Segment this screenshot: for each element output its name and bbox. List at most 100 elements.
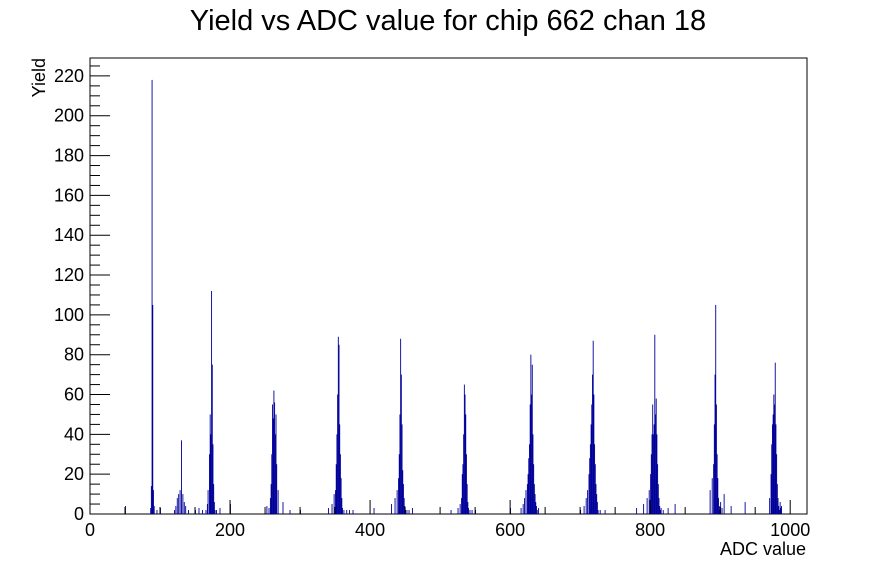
histogram-bar [463, 434, 465, 514]
histogram-bar [650, 454, 652, 514]
histogram-bar [535, 502, 537, 514]
histogram-bar [591, 404, 593, 514]
histogram-bar [652, 434, 654, 514]
histogram-bar [646, 498, 648, 514]
histogram-bar [667, 508, 669, 514]
histogram-bar [531, 364, 533, 514]
x-tick-label: 400 [355, 520, 385, 540]
histogram-bar [744, 502, 746, 514]
histogram-bar [594, 444, 596, 514]
histogram-bar [400, 374, 402, 514]
x-axis-label: ADC value [720, 539, 806, 559]
histogram-bar [339, 454, 341, 514]
histogram-bar [533, 484, 535, 514]
histogram-bar [718, 498, 719, 514]
histogram-bar [210, 434, 212, 514]
x-tick-label: 600 [495, 520, 525, 540]
histogram-bar [337, 336, 339, 514]
histogram-bar [328, 508, 329, 514]
histogram-bar [604, 510, 606, 514]
histogram-bar [402, 470, 404, 514]
histogram-bar [583, 506, 585, 514]
histogram-bar [773, 394, 775, 514]
histogram-bar [152, 304, 154, 514]
histogram-bar [648, 490, 650, 514]
histogram-bar [779, 502, 781, 514]
histogram-bar [336, 434, 338, 514]
y-axis-label: Yield [29, 58, 49, 97]
histogram-bar [718, 506, 720, 514]
histogram-bar [394, 498, 396, 514]
histogram-bar [471, 510, 473, 514]
histogram-bar [185, 506, 187, 514]
histogram-bar [272, 404, 273, 514]
histogram-bar [209, 454, 210, 514]
histogram-bar [713, 424, 715, 514]
histogram-bar [536, 510, 538, 514]
histogram-bar [776, 454, 778, 514]
histogram-bar [657, 484, 659, 514]
histogram-bar [401, 424, 403, 514]
histogram-bar [219, 508, 221, 514]
histogram-bar [643, 504, 645, 514]
histogram-bar [654, 334, 656, 514]
histogram-bar [771, 424, 773, 514]
histogram-bar [337, 394, 339, 514]
histogram-bar [457, 508, 459, 514]
histogram-bar [655, 414, 656, 514]
histogram-bar [588, 474, 590, 514]
histogram-bar [266, 506, 268, 514]
histogram-bar [346, 510, 348, 514]
histogram-bar [349, 510, 350, 514]
histogram-bar [274, 402, 276, 514]
y-axis-ticks: 0 20 40 60 80 100 120 140 160 180 200 220 [54, 65, 110, 524]
histogram-bar [341, 498, 343, 514]
histogram-bar [396, 490, 398, 514]
histogram-bar [213, 502, 215, 514]
histogram-bar [398, 478, 399, 514]
histogram-bar [589, 458, 591, 514]
histogram-bar [593, 394, 595, 514]
histogram-bar [713, 464, 715, 514]
histogram-bar [717, 478, 719, 514]
histogram-bar [653, 424, 655, 514]
y-tick-label: 120 [54, 265, 84, 285]
histogram-bar [206, 504, 208, 514]
histogram-bar [594, 464, 596, 514]
histogram-bar [778, 510, 780, 514]
histogram-bar [466, 454, 467, 514]
histogram-bars [125, 79, 782, 515]
histogram-bar [216, 510, 217, 514]
histogram-bar [659, 506, 661, 514]
histogram-bar [207, 490, 209, 514]
histogram-bar [461, 474, 463, 514]
histogram-bar [723, 494, 725, 514]
y-tick-label: 160 [54, 185, 84, 205]
histogram-bar [331, 504, 333, 514]
y-tick-label: 60 [64, 385, 84, 405]
histogram-bar [181, 440, 182, 514]
histogram-bar [176, 498, 178, 514]
histogram-bar [352, 510, 354, 514]
histogram-bar [659, 510, 661, 514]
histogram-bar [534, 494, 536, 514]
histogram-bar [408, 510, 410, 514]
histogram-bar [459, 504, 461, 514]
histogram-bar [529, 404, 531, 514]
histogram-bar [213, 484, 215, 514]
histogram-bar [656, 434, 658, 514]
histogram-bar [209, 414, 211, 514]
histogram-bar [406, 510, 408, 514]
histogram-bar [282, 502, 284, 514]
histogram-bar [211, 290, 213, 514]
histogram-bar [520, 508, 522, 514]
histogram-bar [715, 304, 717, 514]
histogram-bar [205, 510, 207, 514]
x-tick-label: 1000 [770, 520, 810, 540]
histogram-bar [774, 404, 775, 514]
histogram-bar [342, 508, 343, 514]
y-tick-label: 80 [64, 345, 84, 365]
histogram-bar [275, 414, 277, 514]
histogram-bar [277, 490, 279, 514]
histogram-bar [596, 494, 598, 514]
